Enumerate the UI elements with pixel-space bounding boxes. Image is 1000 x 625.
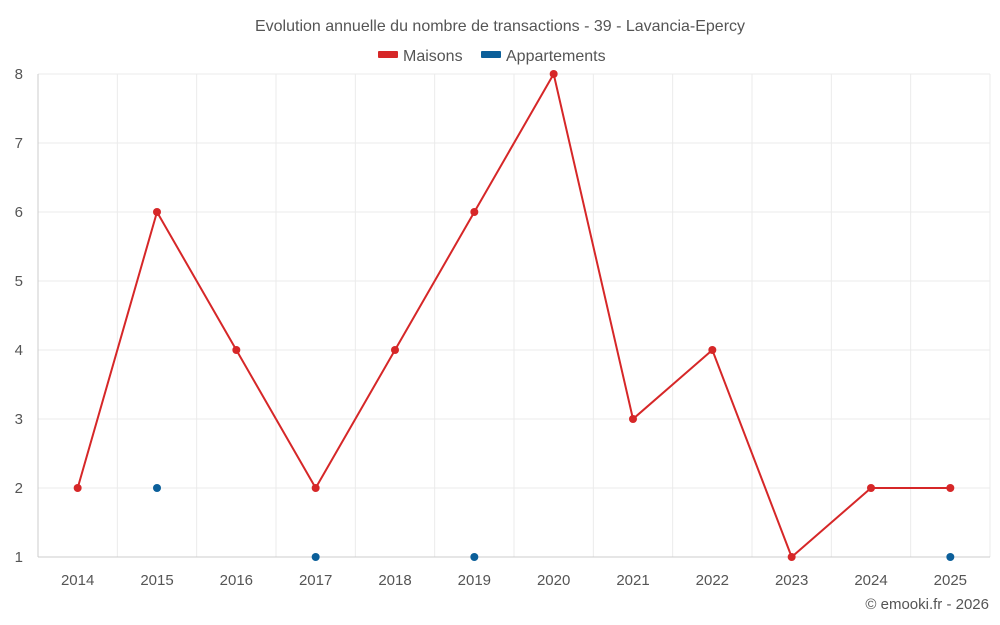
data-point-maisons[interactable] <box>73 484 82 492</box>
legend-label-maisons: Maisons <box>403 48 463 65</box>
legend-label-appartements: Appartements <box>506 48 606 65</box>
data-point-maisons[interactable] <box>470 208 479 216</box>
y-tick-label: 6 <box>15 204 23 221</box>
data-point-maisons[interactable] <box>232 346 241 354</box>
data-point-appartements[interactable] <box>470 553 479 561</box>
data-point-appartements[interactable] <box>946 553 955 561</box>
series-maisons <box>73 70 955 561</box>
y-tick-label: 5 <box>15 273 23 290</box>
y-tick-label: 3 <box>15 411 23 428</box>
data-point-maisons[interactable] <box>708 346 717 354</box>
data-point-maisons[interactable] <box>867 484 875 492</box>
data-point-maisons[interactable] <box>787 553 796 561</box>
y-tick-label: 7 <box>15 135 23 152</box>
legend-swatch-maisons <box>378 51 398 58</box>
y-tick-label: 8 <box>15 66 23 83</box>
y-tick-label: 4 <box>15 342 23 359</box>
y-axis-ticks: 1 2 3 4 5 6 7 8 <box>15 66 23 566</box>
x-tick-label: 2017 <box>299 572 332 589</box>
series-appartements <box>153 484 955 561</box>
series-line-maisons <box>76 73 951 558</box>
data-point-maisons[interactable] <box>946 484 955 492</box>
data-point-appartements[interactable] <box>311 553 320 561</box>
axes <box>37 74 990 558</box>
grid <box>37 73 991 557</box>
y-tick-label: 2 <box>15 480 23 497</box>
legend-item-appartements[interactable]: Appartements <box>481 48 606 65</box>
series <box>73 70 955 561</box>
data-point-maisons[interactable] <box>629 415 637 423</box>
x-tick-label: 2021 <box>616 572 649 589</box>
x-tick-label: 2014 <box>61 572 94 589</box>
data-point-maisons[interactable] <box>549 70 558 78</box>
data-point-maisons[interactable] <box>153 208 161 216</box>
x-tick-label: 2019 <box>458 572 491 589</box>
x-tick-label: 2025 <box>934 572 967 589</box>
x-axis-ticks: 2014 2015 2016 2017 2018 2019 2020 2021 2022 2023… <box>61 572 967 589</box>
chart-title: Evolution annuelle du nombre de transact… <box>255 18 745 35</box>
legend-swatch-appartements <box>481 51 501 58</box>
legend: Maisons Appartements <box>378 48 606 65</box>
y-tick-label: 1 <box>15 549 23 566</box>
x-tick-label: 2024 <box>854 572 887 589</box>
x-tick-label: 2016 <box>220 572 253 589</box>
data-point-appartements[interactable] <box>153 484 161 492</box>
x-tick-label: 2022 <box>696 572 729 589</box>
data-point-maisons[interactable] <box>391 346 399 354</box>
x-tick-label: 2020 <box>537 572 570 589</box>
x-tick-label: 2018 <box>378 572 411 589</box>
data-point-maisons[interactable] <box>311 484 320 492</box>
legend-item-maisons[interactable]: Maisons <box>378 48 463 65</box>
x-tick-label: 2015 <box>140 572 173 589</box>
credit-text: © emooki.fr - 2026 <box>865 596 989 613</box>
x-tick-label: 2023 <box>775 572 808 589</box>
